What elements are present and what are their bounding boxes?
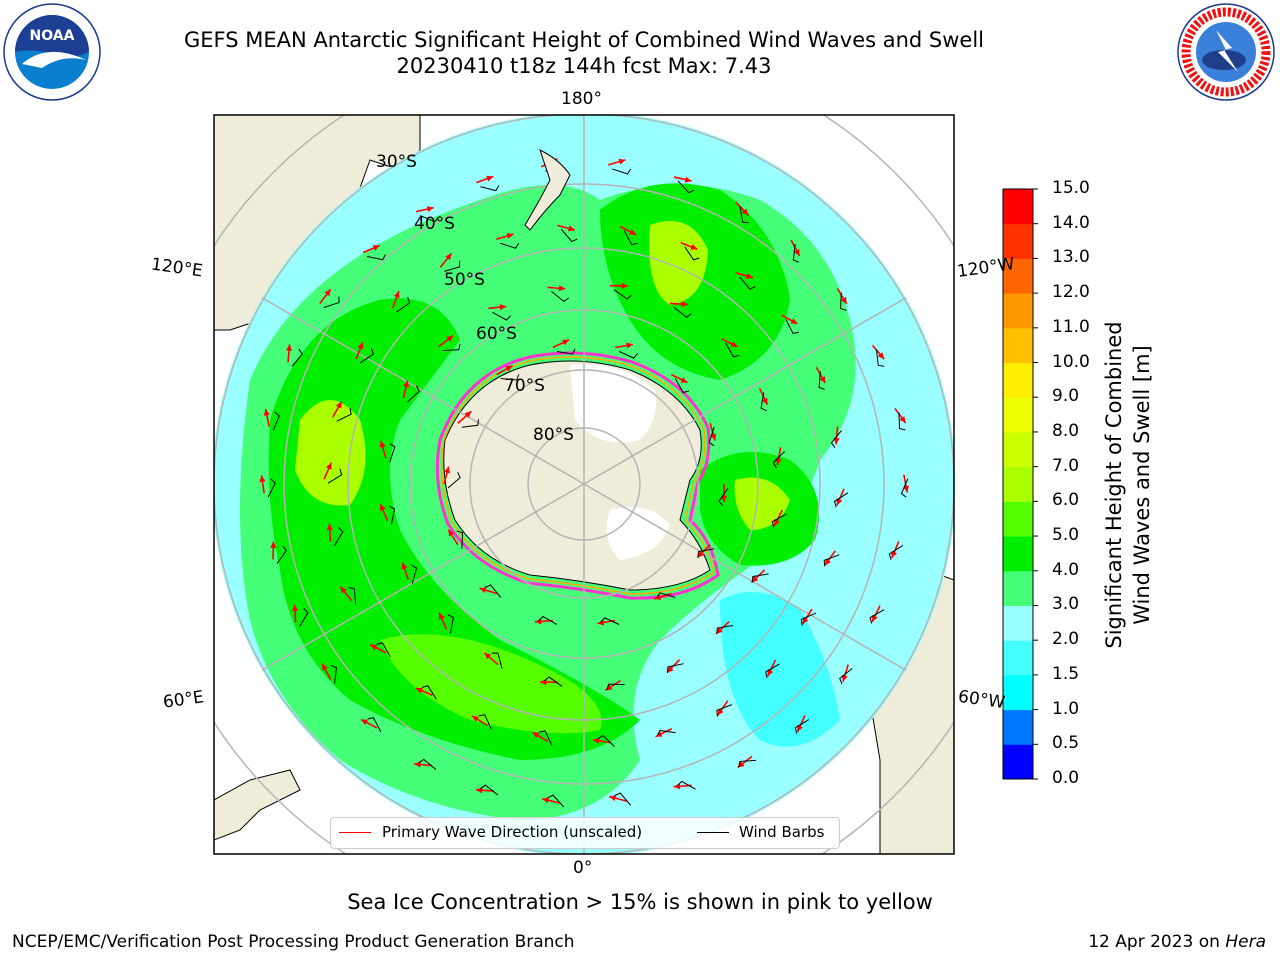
colorbar-segment: [1003, 189, 1033, 224]
colorbar-segment: [1003, 467, 1033, 502]
lat-label-30s: 30°S: [376, 152, 417, 172]
colorbar-segment: [1003, 363, 1033, 398]
colorbar-segment: [1003, 432, 1033, 467]
colorbar-label: Significant Height of Combined Wind Wave…: [1100, 285, 1156, 685]
colorbar-tick-label: 9.0: [1052, 386, 1079, 406]
colorbar-tick-label: 5.0: [1052, 525, 1079, 545]
legend-label-wave-direction: Primary Wave Direction (unscaled): [382, 823, 642, 841]
colorbar-segment: [1003, 744, 1033, 779]
footer-date-text: 12 Apr 2023 on: [1088, 932, 1225, 952]
lon-label-180: 180°: [561, 89, 602, 109]
colorbar-segment: [1003, 293, 1033, 328]
colorbar-tick-label: 6.0: [1052, 490, 1079, 510]
colorbar-segment: [1003, 675, 1033, 710]
colorbar-tick-label: 8.0: [1052, 421, 1079, 441]
colorbar-segment: [1003, 710, 1033, 745]
lon-label-0: 0°: [573, 858, 592, 878]
colorbar-segment: [1003, 536, 1033, 571]
colorbar-segment: [1003, 328, 1033, 363]
lat-label-40s: 40°S: [414, 214, 455, 234]
footer-host: Hera: [1225, 932, 1266, 952]
colorbar-segment: [1003, 224, 1033, 259]
colorbar-tick-label: 14.0: [1052, 213, 1090, 233]
colorbar-tick-label: 1.0: [1052, 699, 1079, 719]
colorbar-segment: [1003, 571, 1033, 606]
colorbar-label-line1: Significant Height of Combined: [1100, 285, 1128, 685]
colorbar: [1003, 189, 1038, 780]
lat-label-70s: 70°S: [504, 376, 545, 396]
legend: Primary Wave Direction (unscaled) Wind B…: [330, 817, 840, 849]
colorbar-segment: [1003, 640, 1033, 675]
colorbar-tick-label: 7.0: [1052, 456, 1079, 476]
lat-label-80s: 80°S: [533, 425, 574, 445]
colorbar-segment: [1003, 397, 1033, 432]
colorbar-tick-label: 11.0: [1052, 317, 1090, 337]
colorbar-tick-label: 10.0: [1052, 352, 1090, 372]
legend-label-wind-barbs: Wind Barbs: [739, 823, 824, 841]
footer-date: 12 Apr 2023 on Hera: [1088, 932, 1266, 952]
colorbar-tick-label: 0.0: [1052, 768, 1079, 788]
footer-credit: NCEP/EMC/Verification Post Processing Pr…: [12, 932, 575, 952]
colorbar-tick-label: 4.0: [1052, 560, 1079, 580]
colorbar-tick-label: 12.0: [1052, 282, 1090, 302]
colorbar-tick-label: 3.0: [1052, 594, 1079, 614]
colorbar-tick-label: 2.0: [1052, 629, 1079, 649]
colorbar-tick-label: 1.5: [1052, 664, 1079, 684]
colorbar-segment: [1003, 605, 1033, 640]
legend-swatch-wind-barbs: [697, 832, 729, 833]
colorbar-tick-label: 15.0: [1052, 178, 1090, 198]
colorbar-tick-label: 0.5: [1052, 733, 1079, 753]
sea-ice-note: Sea Ice Concentration > 15% is shown in …: [0, 890, 1280, 914]
colorbar-tick-label: 13.0: [1052, 247, 1090, 267]
legend-swatch-wave-direction: [339, 832, 371, 833]
colorbar-label-line2: Wind Waves and Swell [m]: [1128, 285, 1156, 685]
lat-label-50s: 50°S: [444, 270, 485, 290]
colorbar-segment: [1003, 501, 1033, 536]
lat-label-60s: 60°S: [476, 324, 517, 344]
